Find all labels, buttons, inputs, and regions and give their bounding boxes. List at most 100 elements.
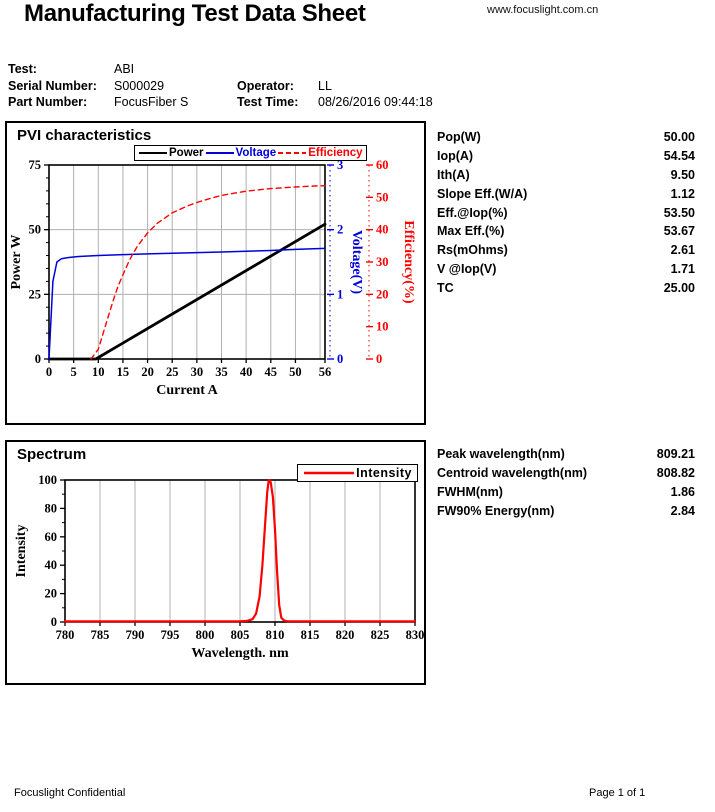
stat-value: 25.00 [663, 280, 695, 295]
svg-text:795: 795 [161, 628, 180, 642]
test-time-value: 08/26/2016 09:44:18 [318, 95, 433, 109]
stat-label: Rs(mOhms) [437, 243, 508, 258]
stat-label: Max Eff.(%) [437, 224, 505, 239]
spectrum-stats-table: Peak wavelength(nm) 809.21 Centroid wavele… [437, 445, 695, 520]
stat-label: Slope Eff.(W/A) [437, 186, 528, 201]
svg-text:60: 60 [376, 158, 389, 172]
stat-value: 9.50 [670, 167, 695, 182]
pvi-stats-table: Pop(W) 50.00 Iop(A) 54.54 Ith(A) 9.50 Slope Ef… [437, 128, 695, 297]
svg-text:30: 30 [191, 365, 204, 379]
stat-value: 1.71 [670, 261, 695, 276]
stat-value: 2.84 [670, 503, 695, 518]
svg-text:780: 780 [56, 628, 75, 642]
legend-item: Efficiency [277, 147, 363, 159]
stat-label: V @Iop(V) [437, 261, 497, 276]
svg-text:40: 40 [376, 223, 389, 237]
page-title: Manufacturing Test Data Sheet [24, 0, 366, 27]
svg-text:40: 40 [240, 365, 253, 379]
svg-text:50: 50 [376, 190, 389, 204]
svg-text:10: 10 [376, 320, 389, 334]
svg-text:30: 30 [376, 255, 389, 269]
stat-row: Pop(W) 50.00 [437, 128, 695, 147]
stat-value: 53.50 [663, 205, 695, 220]
svg-text:815: 815 [301, 628, 320, 642]
svg-text:Current A: Current A [156, 383, 218, 398]
part-number-value: FocusFiber S [114, 95, 189, 109]
stat-row: Centroid wavelength(nm) 808.82 [437, 464, 695, 483]
legend-label: Voltage [235, 147, 277, 159]
svg-text:Wavelength. nm: Wavelength. nm [191, 646, 289, 661]
svg-text:810: 810 [266, 628, 285, 642]
svg-text:2: 2 [337, 223, 343, 237]
svg-text:60: 60 [45, 530, 58, 544]
svg-text:75: 75 [29, 158, 42, 172]
svg-text:830: 830 [406, 628, 424, 642]
spacer [318, 62, 433, 77]
stat-label: Peak wavelength(nm) [437, 447, 565, 462]
svg-text:15: 15 [117, 365, 130, 379]
svg-text:5: 5 [71, 365, 77, 379]
stat-value: 809.21 [656, 447, 695, 462]
svg-text:0: 0 [337, 352, 343, 366]
stat-label: TC [437, 280, 454, 295]
spectrum-chart: 780 785 790 795 800 805 810 815 820 825 830Wavelen… [14, 473, 424, 661]
svg-text:3: 3 [337, 158, 343, 172]
legend-line-sample [304, 471, 355, 475]
test-value: ABI [114, 62, 135, 76]
part-number-label: Part Number: [8, 95, 88, 109]
serial-number-label: Serial Number: [8, 78, 97, 93]
legend-item: Power [138, 147, 204, 159]
svg-text:20: 20 [141, 365, 154, 379]
stat-row: V @Iop(V) 1.71 [437, 260, 695, 279]
legend-label: Intensity [356, 466, 412, 480]
stat-label: FWHM(nm) [437, 484, 503, 499]
stat-label: Centroid wavelength(nm) [437, 466, 588, 481]
svg-text:0: 0 [35, 352, 41, 366]
svg-text:100: 100 [38, 473, 57, 487]
spectrum-legend: Intensity [297, 464, 418, 482]
legend-line-sample [139, 152, 167, 154]
stat-row: Max Eff.(%) 53.67 [437, 222, 695, 241]
stat-label: Eff.@Iop(%) [437, 205, 508, 220]
spectrum-panel: Spectrum Intensity 780 785 790 795 800 805 810… [5, 440, 426, 685]
pvi-legend: Power Voltage Efficiency [134, 145, 367, 161]
stat-row: Eff.@Iop(%) 53.50 [437, 203, 695, 222]
stat-row: Peak wavelength(nm) 809.21 [437, 445, 695, 464]
svg-text:20: 20 [376, 287, 389, 301]
svg-text:10: 10 [92, 365, 105, 379]
stat-row: Slope Eff.(W/A) 1.12 [437, 184, 695, 203]
stat-value: 808.82 [656, 466, 695, 481]
svg-text:Intensity: Intensity [14, 525, 29, 578]
svg-text:45: 45 [265, 365, 278, 379]
svg-text:Voltage(V): Voltage(V) [349, 230, 364, 294]
svg-text:Efficiency(%): Efficiency(%) [401, 220, 416, 304]
legend-line-sample [278, 152, 307, 154]
legend-item: Voltage [205, 147, 277, 159]
legend-item: Intensity [303, 466, 412, 480]
stat-row: FW90% Energy(nm) 2.84 [437, 501, 695, 520]
svg-text:0: 0 [51, 615, 57, 629]
svg-text:0: 0 [376, 352, 382, 366]
legend-line-sample [205, 152, 234, 154]
svg-text:785: 785 [91, 628, 110, 642]
operator-label: Operator: [237, 78, 294, 93]
footer-page-number: Page 1 of 1 [589, 787, 646, 799]
svg-text:805: 805 [231, 628, 250, 642]
stat-label: Iop(A) [437, 149, 474, 164]
pvi-panel: PVI characteristics Power Voltage Efficien… [5, 121, 426, 425]
svg-text:820: 820 [336, 628, 355, 642]
svg-text:790: 790 [126, 628, 145, 642]
svg-text:80: 80 [45, 501, 58, 515]
stat-value: 2.61 [670, 243, 695, 258]
svg-text:25: 25 [29, 287, 42, 301]
svg-text:Power W: Power W [9, 234, 24, 289]
stat-label: Ith(A) [437, 167, 470, 182]
footer-confidential: Focuslight Confidential [14, 787, 126, 799]
svg-text:825: 825 [371, 628, 390, 642]
legend-label: Efficiency [308, 147, 363, 159]
test-label: Test: [8, 62, 37, 76]
stat-row: FWHM(nm) 1.86 [437, 483, 695, 502]
svg-text:25: 25 [166, 365, 179, 379]
